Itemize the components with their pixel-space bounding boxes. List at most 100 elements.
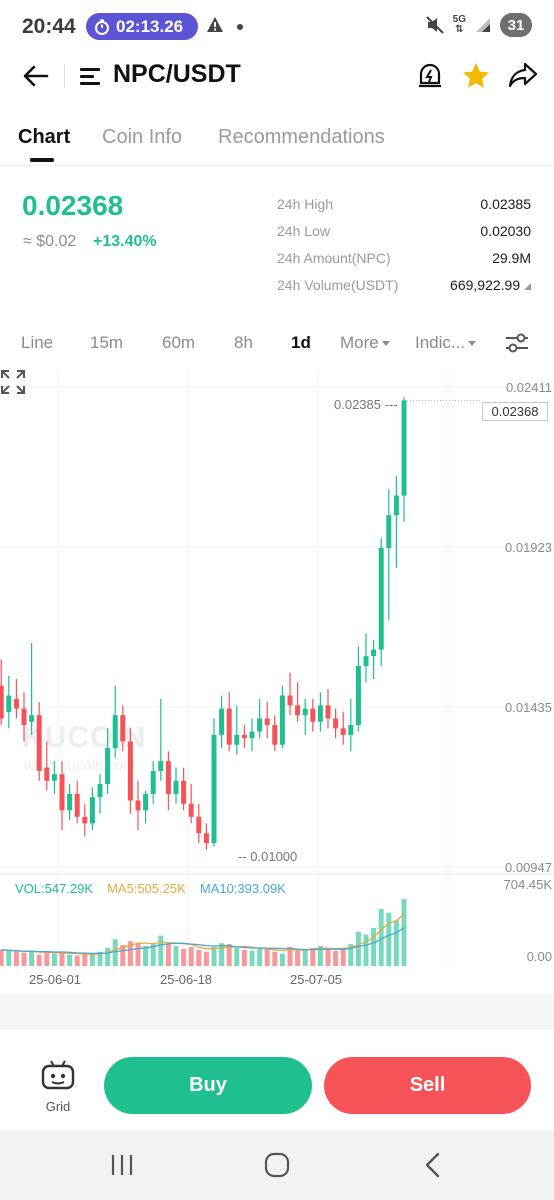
candle-body xyxy=(317,705,323,722)
price-axis-label: 0.01923 xyxy=(505,540,552,555)
trading-pair-title[interactable]: NPC/USDT xyxy=(113,60,241,88)
tab-coin-info[interactable]: Coin Info xyxy=(102,126,183,148)
volume-bar xyxy=(310,947,316,966)
candle-body xyxy=(272,725,278,745)
volume-bar xyxy=(21,952,27,966)
volume-axis-min: 0.00 xyxy=(526,949,552,964)
candle-body xyxy=(325,705,331,719)
volume-bar xyxy=(0,949,4,966)
volume-bar xyxy=(203,951,209,966)
back-nav-icon[interactable] xyxy=(420,1152,446,1178)
price-alert-icon[interactable] xyxy=(416,61,444,89)
volume-bar xyxy=(295,948,301,966)
system-nav-bar xyxy=(0,1130,554,1200)
candle-body xyxy=(279,695,285,745)
volume-legend: VOL:547.29K MA5:505.25K MA10:393.09K xyxy=(15,881,286,896)
volume-bar xyxy=(97,951,103,966)
back-arrow-icon[interactable] xyxy=(22,62,50,90)
volume-bar xyxy=(257,948,263,966)
volume-bar xyxy=(211,946,217,966)
indicators-dropdown[interactable]: Indic... xyxy=(415,333,477,353)
price-axis-label: 0.00947 xyxy=(505,860,552,875)
share-icon[interactable] xyxy=(508,61,538,89)
candlestick-chart[interactable]: KUCOIN www.kucoin.com 0.02411 0.01923 0.… xyxy=(0,369,554,994)
volume-bar xyxy=(393,920,399,966)
mute-icon xyxy=(425,16,444,34)
sell-button[interactable]: Sell xyxy=(324,1057,531,1114)
volume-bar xyxy=(355,931,361,966)
volume-bar xyxy=(340,947,346,966)
high-marker-label: 0.02385 --- xyxy=(334,397,398,412)
grid-trading-button[interactable]: Grid xyxy=(38,1059,78,1114)
chart-settings-icon[interactable] xyxy=(504,331,530,355)
interval-15m[interactable]: 15m xyxy=(90,333,124,352)
timer-chip[interactable]: 02:13.26 xyxy=(86,13,198,40)
interval-60m[interactable]: 60m xyxy=(162,333,196,352)
trade-action-bar: Grid Buy Sell xyxy=(0,1028,554,1130)
candle-body xyxy=(386,515,392,548)
volume-bar xyxy=(105,947,111,966)
star-icon[interactable] xyxy=(461,61,491,91)
date-axis-label: 25-06-18 xyxy=(160,972,213,987)
stat-label-low: 24h Low xyxy=(277,223,330,239)
volume-bar xyxy=(74,955,80,966)
candle-body xyxy=(158,761,164,771)
volume-bar xyxy=(241,949,247,966)
network-type: 5G xyxy=(452,14,466,25)
volume-bar xyxy=(67,954,73,966)
interval-1d[interactable]: 1d xyxy=(291,333,311,352)
candle-body xyxy=(348,725,354,735)
chart-canvas[interactable] xyxy=(0,369,554,994)
last-price: 0.02368 xyxy=(22,190,124,221)
buy-button[interactable]: Buy xyxy=(104,1057,312,1114)
volume-bar xyxy=(120,945,126,966)
signal-icon xyxy=(476,18,490,32)
candle-body xyxy=(371,649,377,657)
tab-chart[interactable]: Chart xyxy=(18,126,71,148)
candle-body xyxy=(234,734,240,745)
fullscreen-icon[interactable] xyxy=(0,369,26,395)
candle-body xyxy=(203,833,209,844)
interval-more[interactable]: More xyxy=(340,333,390,353)
volume-bar xyxy=(143,946,149,966)
volume-bar xyxy=(279,953,285,966)
volume-bar xyxy=(127,941,133,966)
candle-body xyxy=(29,715,35,722)
candle-body xyxy=(378,547,384,650)
volume-bar xyxy=(249,950,255,966)
candle-body xyxy=(36,715,42,771)
home-icon[interactable] xyxy=(264,1152,290,1178)
candle-body xyxy=(249,731,255,739)
candle-body xyxy=(393,495,399,516)
volume-bar xyxy=(13,951,19,966)
candle-body xyxy=(340,728,346,735)
candle-body xyxy=(135,800,141,811)
volume-bar xyxy=(317,946,323,966)
notification-dot xyxy=(237,24,243,30)
volume-bar xyxy=(325,948,331,966)
candle-body xyxy=(21,708,27,726)
status-bar: 20:44 02:13.26 5G ⇅ 31 xyxy=(0,0,554,54)
candle-body xyxy=(211,734,217,844)
tab-recommendations[interactable]: Recommendations xyxy=(218,126,385,148)
recent-apps-icon[interactable] xyxy=(109,1152,135,1178)
ma5-line xyxy=(1,913,405,955)
legend-ma10: MA10:393.09K xyxy=(199,881,286,896)
menu-icon[interactable] xyxy=(80,66,102,86)
volume-bar xyxy=(333,950,339,966)
volume-bar xyxy=(363,934,369,966)
caret-down-icon xyxy=(381,341,390,347)
ma10-line xyxy=(1,927,405,955)
volume-bar xyxy=(59,952,65,966)
volume-bar xyxy=(173,946,179,966)
interval-line[interactable]: Line xyxy=(21,333,54,352)
app-header: NPC/USDT xyxy=(0,54,554,100)
date-axis-label: 25-07-05 xyxy=(290,972,343,987)
network-indicator: 5G ⇅ xyxy=(452,14,466,35)
candle-body xyxy=(310,708,316,722)
volume-bar xyxy=(287,946,293,966)
interval-8h[interactable]: 8h xyxy=(234,333,253,352)
warning-icon xyxy=(207,17,223,32)
battery-indicator: 31 xyxy=(500,13,532,37)
volume-bar xyxy=(29,950,35,966)
